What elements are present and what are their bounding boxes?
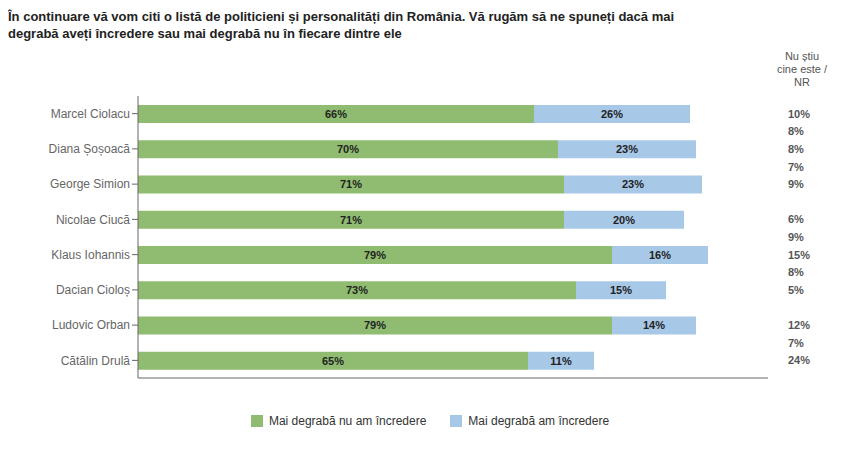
svg-text:66%: 66% (325, 108, 347, 120)
html-text:5%: 5% (788, 283, 804, 296)
svg-text:70%: 70% (337, 143, 359, 155)
svg-text:Nicolae Ciucă: Nicolae Ciucă (56, 213, 130, 227)
html-text:Mai degrabă nu am încredere: Mai degrabă nu am încredere (268, 414, 427, 428)
svg-text:23%: 23% (616, 143, 638, 155)
svg-text:71%: 71% (340, 178, 362, 190)
html-text:8%: 8% (788, 266, 804, 279)
html-text:24%: 24% (788, 354, 810, 367)
svg-text:71%: 71% (340, 214, 362, 226)
svg-text:20%: 20% (613, 214, 635, 226)
svg-text:15%: 15% (610, 284, 632, 296)
svg-text:23%: 23% (622, 178, 644, 190)
html-text:9%: 9% (788, 178, 804, 191)
svg-text:Ludovic Orban: Ludovic Orban (52, 318, 130, 332)
svg-text:79%: 79% (364, 249, 386, 261)
html-text:8%: 8% (788, 142, 804, 155)
html-text:7%: 7% (788, 336, 804, 349)
svg-text:Diana Șoșoacă: Diana Șoșoacă (49, 142, 131, 156)
svg-text:Dacian Cioloș: Dacian Cioloș (56, 283, 130, 297)
svg-text:79%: 79% (364, 319, 386, 331)
svg-text:26%: 26% (601, 108, 623, 120)
svg-text:Cătălin Drulă: Cătălin Drulă (61, 354, 131, 368)
html-text:12%: 12% (788, 319, 810, 332)
html-text:9%: 9% (788, 231, 804, 243)
svg-text:George Simion: George Simion (50, 177, 130, 191)
html-text:8%: 8% (788, 125, 804, 138)
html-text:Nu știu cine este / NR: Nu știu cine este / NR (776, 50, 828, 88)
svg-text:65%: 65% (322, 355, 344, 367)
svg-text:Marcel Ciolacu: Marcel Ciolacu (51, 107, 130, 121)
html-text:7%: 7% (788, 160, 804, 173)
svg-text:11%: 11% (550, 355, 572, 367)
svg-text:73%: 73% (346, 284, 368, 296)
html-text:Mai degrabă am încredere: Mai degrabă am încredere (468, 414, 610, 428)
svg-text:16%: 16% (649, 249, 671, 261)
svg-text:14%: 14% (643, 319, 665, 331)
html-text:15%: 15% (788, 248, 810, 261)
html-text:10%: 10% (788, 107, 810, 120)
svg-text:Klaus Iohannis: Klaus Iohannis (51, 248, 130, 262)
html-text:În continuare vă vom citi o li: În continuare vă vom citi o listă de pol… (8, 9, 675, 41)
html-text:6%: 6% (788, 213, 804, 226)
